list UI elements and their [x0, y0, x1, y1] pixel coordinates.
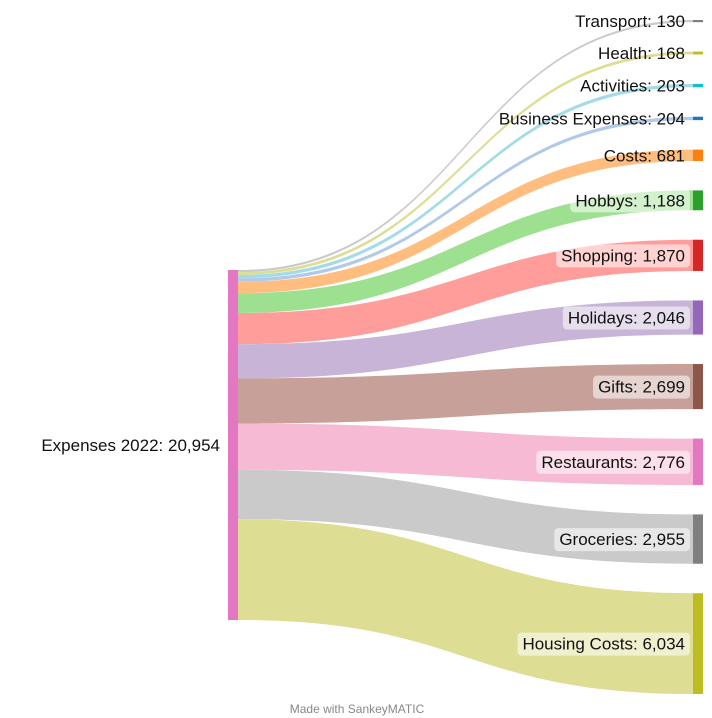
label-bg-groceries [554, 528, 690, 552]
credit-text: Made with SankeyMATIC [290, 702, 425, 716]
nodes-layer [228, 20, 703, 694]
label-holidays: Holidays: 2,046 [568, 308, 685, 327]
node-gifts[interactable] [693, 364, 703, 410]
label-bg-restaurants [536, 450, 690, 474]
flow-business-expenses[interactable] [238, 116, 693, 282]
label-housing-costs: Housing Costs: 6,034 [522, 635, 685, 654]
label-business-expenses: Business Expenses: 204 [499, 109, 685, 128]
flow-gifts[interactable] [238, 364, 693, 424]
flow-hobbys[interactable] [238, 190, 693, 313]
label-gifts: Gifts: 2,699 [598, 378, 685, 397]
label-transport: Transport: 130 [575, 12, 685, 31]
label-bg-gifts [593, 375, 690, 399]
label-activities: Activities: 203 [580, 77, 685, 96]
node-health[interactable] [693, 51, 703, 55]
label-bg-hobbys [570, 189, 690, 213]
labels-layer: Expenses 2022: 20,954 Transport: 130 Healt… [41, 12, 690, 656]
node-activities[interactable] [693, 83, 703, 88]
node-shopping[interactable] [693, 239, 703, 271]
label-bg-housing-costs [517, 632, 690, 656]
label-bg-holidays [562, 306, 690, 330]
flow-health[interactable] [238, 51, 693, 275]
node-business-expenses[interactable] [693, 116, 703, 121]
label-hobbys: Hobbys: 1,188 [575, 191, 685, 210]
flow-activities[interactable] [238, 83, 693, 279]
flow-costs[interactable] [238, 149, 693, 294]
node-housing-costs[interactable] [693, 593, 703, 694]
node-transport[interactable] [693, 20, 703, 23]
node-costs[interactable] [693, 149, 703, 161]
label-costs: Costs: 681 [604, 146, 685, 165]
label-bg-shopping [556, 244, 690, 268]
label-shopping: Shopping: 1,870 [561, 246, 685, 265]
flow-transport[interactable] [238, 20, 693, 273]
label-source: Expenses 2022: 20,954 [41, 436, 220, 455]
node-hobbys[interactable] [693, 190, 703, 211]
label-groceries: Groceries: 2,955 [559, 530, 685, 549]
label-restaurants: Restaurants: 2,776 [541, 453, 685, 472]
label-health: Health: 168 [598, 44, 685, 63]
node-source[interactable] [228, 270, 238, 620]
node-groceries[interactable] [693, 514, 703, 564]
node-holidays[interactable] [693, 300, 703, 335]
node-restaurants[interactable] [693, 438, 703, 485]
